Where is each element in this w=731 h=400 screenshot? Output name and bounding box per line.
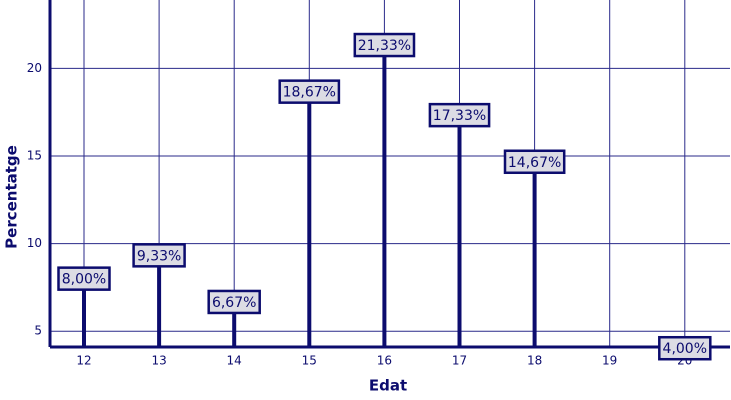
value-label-box (278, 79, 341, 104)
value-label-box (207, 289, 261, 315)
bar (157, 255, 162, 347)
value-label: 17,33% (433, 108, 486, 124)
value-label-box (353, 32, 416, 58)
value-label: 21,33% (358, 38, 411, 54)
x-tick-label: 19 (602, 354, 617, 368)
x-axis-title: Edat (369, 377, 407, 395)
x-tick-label: 15 (302, 354, 317, 368)
value-label: 9,33% (137, 248, 181, 264)
x-tick-label: 12 (76, 354, 91, 368)
value-label: 14,67% (508, 155, 561, 171)
y-tick-label: 5 (34, 324, 42, 338)
value-label: 4,00% (663, 341, 707, 357)
value-label-box (658, 335, 712, 361)
value-label-box (132, 243, 186, 268)
x-tick-label: 18 (527, 354, 542, 368)
y-axis-title: Percentatge (3, 145, 21, 249)
bar (457, 115, 462, 348)
bar (232, 301, 237, 347)
x-tick-label: 16 (377, 354, 392, 368)
value-label-box (503, 149, 566, 175)
value-label-box (57, 266, 111, 291)
x-tick-label: 17 (452, 354, 467, 368)
bar (532, 161, 537, 347)
bar (307, 91, 312, 347)
value-label: 18,67% (283, 85, 336, 101)
value-label: 6,67% (212, 295, 256, 311)
x-tick-label: 13 (151, 354, 166, 368)
x-tick-label: 14 (227, 354, 242, 368)
y-tick-label: 20 (27, 61, 42, 75)
bar (82, 278, 86, 347)
y-tick-label: 10 (27, 236, 42, 250)
value-label: 8,00% (62, 272, 106, 288)
value-label-box (428, 102, 491, 128)
bar (382, 45, 387, 348)
y-tick-label: 15 (27, 148, 42, 162)
